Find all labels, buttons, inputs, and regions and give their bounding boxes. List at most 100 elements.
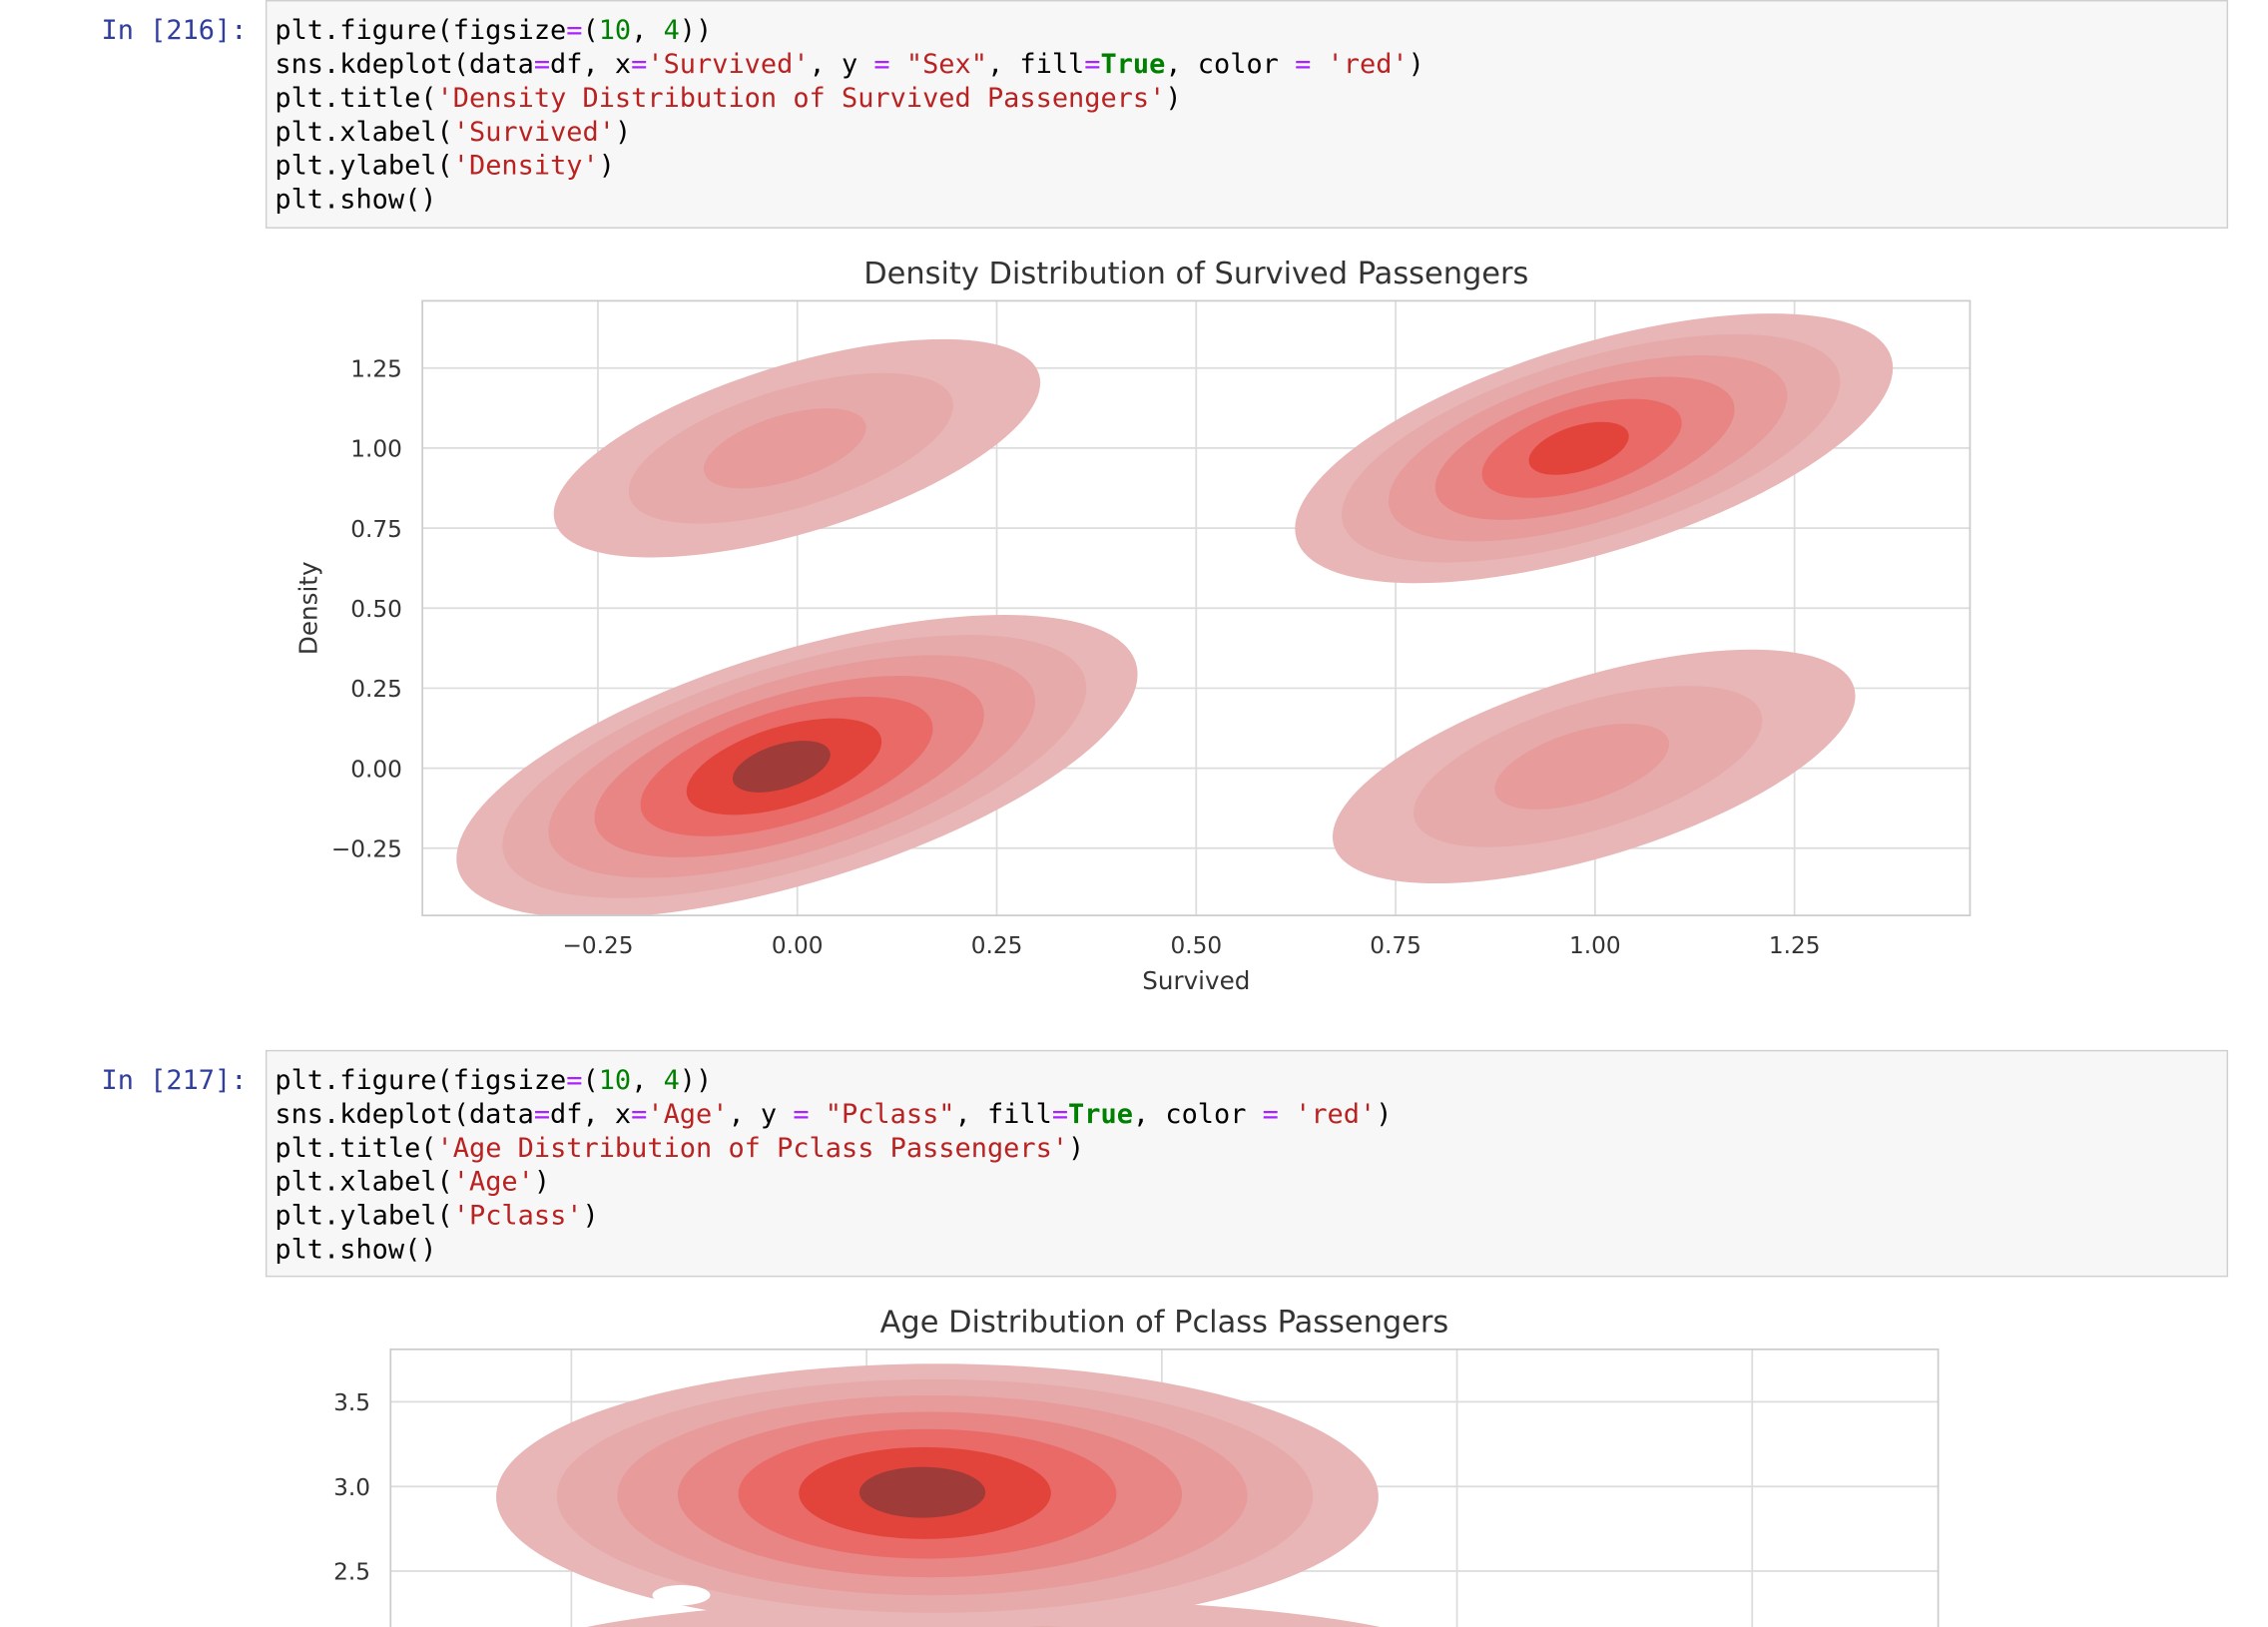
code-token: "Pclass" bbox=[826, 1099, 955, 1130]
prompt: In [216]: bbox=[101, 15, 247, 46]
x-axis-label: Survived bbox=[1142, 966, 1250, 995]
axes-frame bbox=[389, 1348, 1940, 1627]
code-token: plt.ylabel( bbox=[275, 1201, 452, 1232]
plot-area bbox=[422, 300, 1971, 916]
code-token bbox=[810, 1099, 826, 1130]
code-token: 10 bbox=[599, 1065, 631, 1096]
x-tick-label: 1.00 bbox=[1569, 932, 1621, 959]
y-tick-label: 0.00 bbox=[350, 756, 402, 783]
x-tick-label: 0.50 bbox=[1171, 932, 1223, 959]
code-token: plt.title( bbox=[275, 1133, 436, 1164]
code-token: = bbox=[534, 1099, 550, 1130]
code-token: ) bbox=[1409, 49, 1424, 80]
code-token: df, x bbox=[550, 49, 631, 80]
code-line: plt.title('Density Distribution of Survi… bbox=[275, 83, 1181, 114]
code-token: 4 bbox=[664, 15, 680, 46]
code-line: sns.kdeplot(data=df, x='Survived', y = "… bbox=[275, 49, 1424, 80]
code-token: 'Age Distribution of Pclass Passengers' bbox=[437, 1133, 1069, 1164]
code-token: , y bbox=[810, 49, 874, 80]
code-token: = bbox=[534, 49, 550, 80]
axes-frame bbox=[421, 299, 1972, 917]
y-axis-label: Density bbox=[293, 561, 322, 655]
code-token: sns.kdeplot(data bbox=[275, 1099, 533, 1130]
code-token: 'red' bbox=[1295, 1099, 1376, 1130]
code-token: 4 bbox=[664, 1065, 680, 1096]
code-token: ) bbox=[534, 1167, 550, 1198]
code-token: = bbox=[566, 15, 582, 46]
code-line: plt.xlabel('Age') bbox=[275, 1167, 550, 1198]
code-token: )) bbox=[680, 15, 712, 46]
code-token: , bbox=[631, 1065, 663, 1096]
code-token: plt.title( bbox=[275, 83, 436, 114]
code-token: 10 bbox=[599, 15, 631, 46]
code-token: 'Survived' bbox=[453, 117, 615, 148]
code-token: 'Pclass' bbox=[453, 1201, 583, 1232]
code-token: plt.show() bbox=[275, 1235, 436, 1266]
code-token: = bbox=[1052, 1099, 1068, 1130]
code-line: plt.figure(figsize=(10, 4)) bbox=[275, 1065, 712, 1096]
kde-contour bbox=[1528, 421, 1629, 475]
code-token: , color bbox=[1165, 49, 1295, 80]
code-token: = bbox=[1295, 49, 1311, 80]
code-token: plt.figure(figsize bbox=[275, 1065, 566, 1096]
code-token: )) bbox=[680, 1065, 712, 1096]
kde-contour bbox=[703, 408, 866, 489]
code-line: plt.xlabel('Survived') bbox=[275, 117, 631, 148]
code-token: , color bbox=[1133, 1099, 1263, 1130]
y-tick-label: 0.50 bbox=[350, 596, 402, 623]
code-token bbox=[890, 49, 906, 80]
code-token: True bbox=[1068, 1099, 1133, 1130]
code-token: df, x bbox=[550, 1099, 631, 1130]
code-token: , y bbox=[728, 1099, 793, 1130]
code-line: plt.show() bbox=[275, 1235, 436, 1266]
code-line: sns.kdeplot(data=df, x='Age', y = "Pclas… bbox=[275, 1099, 1392, 1130]
code-token: ( bbox=[583, 15, 599, 46]
x-tick-label: 1.25 bbox=[1769, 932, 1821, 959]
code-token: plt.xlabel( bbox=[275, 1167, 452, 1198]
code-line: plt.show() bbox=[275, 185, 436, 216]
code-token: "Sex" bbox=[906, 49, 987, 80]
code-line: plt.title('Age Distribution of Pclass Pa… bbox=[275, 1133, 1084, 1164]
code-token: plt.ylabel( bbox=[275, 151, 452, 182]
y-tick-label: 2.5 bbox=[333, 1559, 370, 1586]
prompt: In [217]: bbox=[101, 1065, 247, 1096]
code-token: ) bbox=[583, 1201, 599, 1232]
code-token bbox=[1279, 1099, 1295, 1130]
y-tick-label: 0.25 bbox=[350, 676, 402, 703]
code-token: = bbox=[793, 1099, 809, 1130]
code-token: plt.show() bbox=[275, 185, 436, 216]
code-token: 'Density Distribution of Survived Passen… bbox=[437, 83, 1166, 114]
y-tick-label: 1.25 bbox=[350, 355, 402, 382]
code-cell bbox=[265, 0, 2229, 229]
code-token: 'Age' bbox=[453, 1167, 534, 1198]
kde-contour bbox=[732, 741, 831, 793]
code-token: , fill bbox=[987, 49, 1084, 80]
code-token: = bbox=[1084, 49, 1100, 80]
code-token: = bbox=[873, 49, 889, 80]
y-tick-label: 3.5 bbox=[333, 1389, 370, 1416]
code-token: 'Survived' bbox=[647, 49, 809, 80]
code-token: 'red' bbox=[1328, 49, 1409, 80]
code-line: plt.figure(figsize=(10, 4)) bbox=[275, 15, 712, 46]
code-token: True bbox=[1101, 49, 1166, 80]
x-tick-label: 0.75 bbox=[1370, 932, 1421, 959]
chart-title: Density Distribution of Survived Passeng… bbox=[863, 257, 1528, 291]
code-token: 'Age' bbox=[647, 1099, 728, 1130]
kde-contour bbox=[858, 1466, 986, 1518]
code-token: = bbox=[566, 1065, 582, 1096]
code-token: ) bbox=[599, 151, 615, 182]
plot-area bbox=[390, 1349, 1939, 1627]
code-token: plt.figure(figsize bbox=[275, 15, 566, 46]
code-token: plt.xlabel( bbox=[275, 117, 452, 148]
chart-title: Age Distribution of Pclass Passengers bbox=[880, 1305, 1449, 1340]
x-tick-label: 0.00 bbox=[772, 932, 824, 959]
code-token bbox=[1311, 49, 1327, 80]
code-token: , fill bbox=[955, 1099, 1052, 1130]
code-token: ) bbox=[1376, 1099, 1392, 1130]
code-token: ) bbox=[615, 117, 631, 148]
y-tick-label: 1.00 bbox=[350, 436, 402, 463]
code-token: = bbox=[631, 49, 647, 80]
code-token: ( bbox=[583, 1065, 599, 1096]
